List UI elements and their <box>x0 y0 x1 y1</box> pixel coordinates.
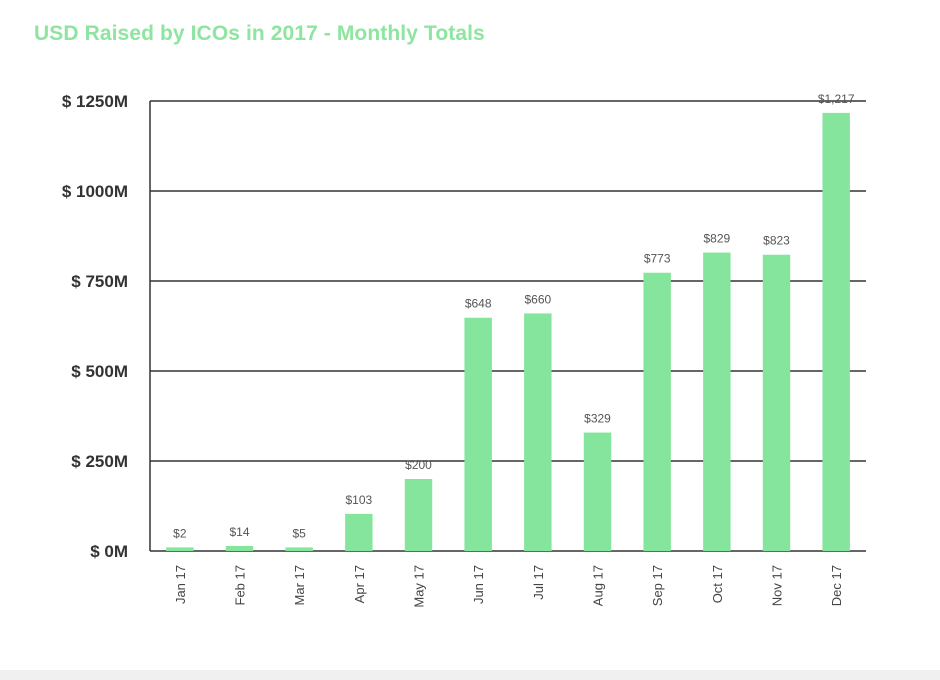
bar-sep-17 <box>643 272 671 551</box>
x-tick-label: Nov 17 <box>770 565 785 606</box>
data-labels: $2 $14 $5 $103 $200 $648 $660 $329 $773 $829 $823 $… <box>173 92 855 541</box>
data-label: $1,217 <box>818 92 855 106</box>
bar-mar-17 <box>285 547 313 551</box>
footer-strip <box>0 670 940 680</box>
bar-feb-17 <box>225 545 254 551</box>
bars <box>166 112 850 551</box>
data-label: $14 <box>229 525 249 539</box>
x-tick-label: May 17 <box>412 565 427 608</box>
data-label: $648 <box>465 297 492 311</box>
data-label: $329 <box>584 412 611 426</box>
y-tick-label: $ 0M <box>90 542 128 561</box>
bar-jul-17 <box>524 313 552 551</box>
y-tick-label: $ 750M <box>71 272 128 291</box>
x-tick-label: Oct 17 <box>710 565 725 603</box>
bar-apr-17 <box>345 513 373 551</box>
gridlines <box>150 100 866 552</box>
x-tick-label: Sep 17 <box>650 565 665 606</box>
y-axis-ticks: $ 0M $ 250M $ 500M $ 750M $ 1000M $ 1250M <box>62 92 128 561</box>
x-tick-label: Aug 17 <box>591 565 606 606</box>
x-tick-label: Mar 17 <box>292 565 307 605</box>
data-label: $823 <box>763 234 790 248</box>
data-label: $660 <box>524 292 551 306</box>
data-label: $103 <box>345 493 372 507</box>
bar-jan-17 <box>166 547 194 551</box>
bar-dec-17 <box>822 112 850 551</box>
x-tick-label: Jul 17 <box>531 565 546 600</box>
data-label: $200 <box>405 458 432 472</box>
x-tick-label: Apr 17 <box>352 565 367 603</box>
x-axis-ticks: Jan 17 Feb 17 Mar 17 Apr 17 May 17 Jun 17 Jul … <box>173 565 844 608</box>
bar-nov-17 <box>762 254 791 551</box>
y-tick-label: $ 1250M <box>62 92 128 111</box>
bar-aug-17 <box>583 432 612 551</box>
x-tick-label: Jan 17 <box>173 565 188 604</box>
bar-may-17 <box>404 479 433 551</box>
chart-title: USD Raised by ICOs in 2017 - Monthly Tot… <box>34 22 485 45</box>
bar-oct-17 <box>703 252 731 551</box>
data-label: $2 <box>173 526 187 540</box>
data-label: $5 <box>292 526 306 540</box>
data-label: $773 <box>644 252 671 266</box>
data-label: $829 <box>703 232 730 246</box>
y-tick-label: $ 1000M <box>62 182 128 201</box>
y-tick-label: $ 500M <box>71 362 128 381</box>
y-tick-label: $ 250M <box>71 452 128 471</box>
x-tick-label: Dec 17 <box>829 565 844 606</box>
bar-jun-17 <box>464 317 492 551</box>
x-tick-label: Feb 17 <box>233 565 248 605</box>
x-tick-label: Jun 17 <box>471 565 486 604</box>
